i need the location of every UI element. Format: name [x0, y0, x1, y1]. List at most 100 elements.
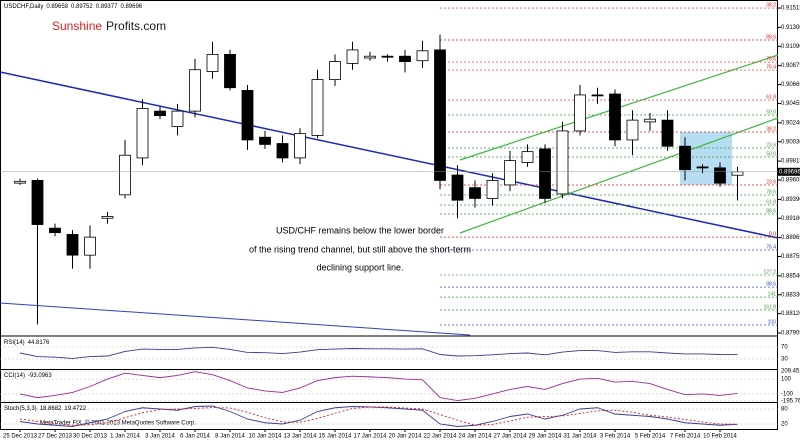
y-tick-label: 0.90455 — [781, 101, 800, 107]
y-tick-label: 0.89605 — [781, 178, 800, 184]
indicator-value: 18.8682 — [40, 406, 62, 412]
candle-body — [399, 55, 411, 63]
candle-body — [416, 50, 429, 62]
level-label: 50.0 — [766, 109, 776, 115]
indicator-line — [19, 371, 738, 402]
level-label: 76.4 — [766, 244, 776, 250]
candle-body — [49, 227, 61, 234]
indicator-name: Stoch(5,3,3) — [4, 406, 37, 412]
level-label: 88.6 — [766, 34, 776, 40]
x-tick-label: 8 Jan 2014 — [215, 434, 245, 440]
candle-body — [556, 130, 569, 195]
x-tick-label: 5 Feb 2014 — [635, 434, 666, 440]
indicator-tick-label: 70 — [781, 345, 788, 351]
x-tick-label: 1 Jan 2014 — [110, 434, 140, 440]
level-label: 38.2 — [766, 126, 776, 132]
level-label: 78.6 — [766, 56, 776, 62]
candle-body — [84, 236, 96, 256]
x-tick-label: 29 Jan 2014 — [528, 434, 562, 440]
candle-body — [311, 79, 324, 136]
x-tick-label: 10 Feb 2014 — [703, 434, 737, 440]
candle-body — [329, 61, 341, 81]
y-tick-label: 0.91515 — [781, 6, 800, 12]
candle-body — [171, 110, 184, 127]
candle-body — [364, 55, 376, 59]
x-tick-label: 27 Jan 2014 — [493, 434, 527, 440]
candle-body — [574, 94, 586, 132]
indicator-tick-label: 100 — [781, 377, 792, 383]
level-label: 0.0 — [769, 231, 776, 237]
candle-body — [469, 187, 481, 199]
candle-body — [31, 180, 44, 225]
level-label: 127.2 — [763, 269, 776, 275]
indicator-value: 44.8176 — [28, 340, 50, 346]
level-label: 76.4 — [766, 64, 776, 70]
x-tick-label: 30 Dec 2013 — [73, 434, 108, 440]
x-tick-label: 3 Jan 2014 — [145, 434, 175, 440]
candle-body — [241, 90, 254, 141]
x-tick-label: 6 Jan 2014 — [180, 434, 210, 440]
y-tick-label: 0.90665 — [781, 82, 800, 88]
indicator-tick-label: 20 — [781, 422, 788, 428]
y-tick-label: 0.88965 — [781, 235, 800, 241]
indicator-tick-label: 30 — [781, 357, 788, 363]
level-label: 78.6 — [766, 189, 776, 195]
x-tick-label: 22 Jan 2014 — [423, 434, 457, 440]
candle-body — [696, 166, 709, 169]
level-label: 141 — [768, 291, 777, 297]
candle-body — [276, 143, 289, 159]
annotation: of the rising trend channel, but still a… — [249, 244, 471, 254]
candle-body — [294, 133, 306, 159]
candle-body — [259, 136, 271, 145]
symbol: USDCHF,Daily — [4, 4, 43, 10]
level-label: 88.6 — [766, 208, 776, 214]
level-label: 88.6 — [766, 281, 776, 287]
annotation: USD/CHF remains below the lower border — [276, 225, 444, 235]
indicator-name: RSI(14) — [4, 340, 25, 346]
candle-body — [206, 54, 219, 72]
candle-body — [644, 118, 656, 123]
y-tick-label: 0.90875 — [781, 63, 800, 69]
indicator-line — [19, 346, 738, 359]
candle-body — [714, 167, 726, 184]
candle-body — [136, 108, 149, 159]
x-tick-label: 15 Jan 2014 — [318, 434, 352, 440]
candle-body — [539, 148, 551, 199]
header-low: 0.89377 — [96, 4, 118, 10]
x-tick-label: 25 Dec 2013 — [3, 434, 38, 440]
indicator-value: 19.4722 — [64, 406, 86, 412]
candle-body — [731, 171, 744, 176]
x-tick-label: 27 Dec 2013 — [38, 434, 73, 440]
candle-body — [486, 180, 499, 199]
level-label: 61.8 — [766, 94, 776, 100]
level-label: 161.8 — [763, 304, 776, 310]
candle-body — [504, 160, 516, 186]
candle-body — [224, 54, 236, 89]
candle-body — [154, 110, 166, 117]
logo-dark: Profits.com — [106, 19, 166, 33]
level-label: 50.0 — [766, 151, 776, 157]
level-label: 61.8 — [766, 199, 776, 205]
y-tick-label: 0.89815 — [781, 159, 800, 165]
indicator-line — [19, 406, 738, 426]
annotation: declining support line. — [316, 262, 403, 272]
indicator-tick-label: -100 — [781, 391, 794, 397]
declining-support-line — [0, 71, 779, 239]
x-tick-label: 20 Jan 2014 — [388, 434, 422, 440]
candle-body — [434, 49, 446, 181]
header-open: 0.89658 — [46, 4, 68, 10]
candle-body — [189, 69, 201, 112]
candle-body — [66, 234, 79, 256]
price-tag — [778, 167, 800, 176]
